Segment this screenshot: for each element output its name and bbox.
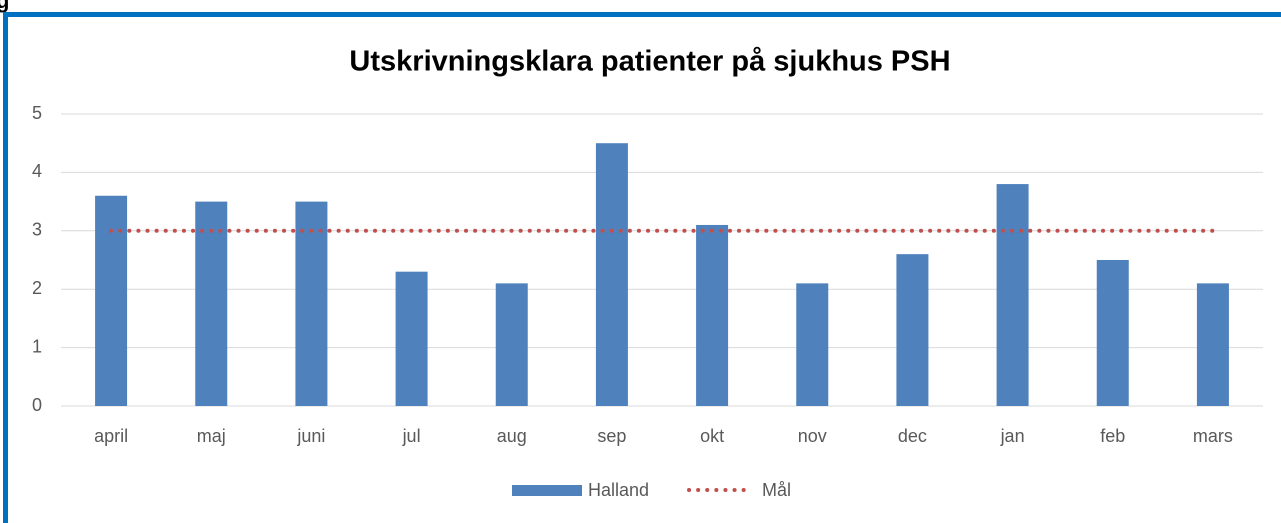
- bar: [696, 224, 729, 406]
- x-tick-label: dec: [898, 426, 927, 446]
- bar: [195, 201, 228, 406]
- legend-swatch: [512, 485, 582, 496]
- x-tick-label: jul: [402, 426, 421, 446]
- bar: [1196, 283, 1229, 406]
- bar: [896, 254, 929, 406]
- bar: [95, 195, 128, 406]
- bar: [796, 283, 829, 406]
- x-tick-label: feb: [1100, 426, 1125, 446]
- y-tick-label: 3: [32, 220, 42, 240]
- chart-title: Utskrivningsklara patienter på sjukhus P…: [349, 46, 950, 78]
- x-tick-label: april: [94, 426, 128, 446]
- y-tick-label: 0: [32, 395, 42, 415]
- x-tick-label: nov: [798, 426, 827, 446]
- y-tick-label: 5: [32, 103, 42, 123]
- x-tick-label: jan: [1000, 426, 1025, 446]
- header-fragment: g: [0, 0, 9, 13]
- y-tick-label: 4: [32, 161, 42, 181]
- x-tick-label: sep: [597, 426, 626, 446]
- bar: [595, 143, 628, 406]
- legend-label: Halland: [588, 480, 649, 500]
- y-tick-label: 1: [32, 336, 42, 356]
- bar: [395, 271, 428, 406]
- bar: [295, 201, 328, 406]
- x-tick-label: okt: [700, 426, 724, 446]
- bar: [495, 283, 528, 406]
- bar: [1096, 260, 1129, 406]
- x-tick-label: mars: [1193, 426, 1233, 446]
- x-tick-label: aug: [497, 426, 527, 446]
- y-tick-label: 2: [32, 278, 42, 298]
- x-tick-label: juni: [296, 426, 325, 446]
- legend-label: Mål: [762, 480, 791, 500]
- x-tick-label: maj: [197, 426, 226, 446]
- bar: [996, 184, 1029, 406]
